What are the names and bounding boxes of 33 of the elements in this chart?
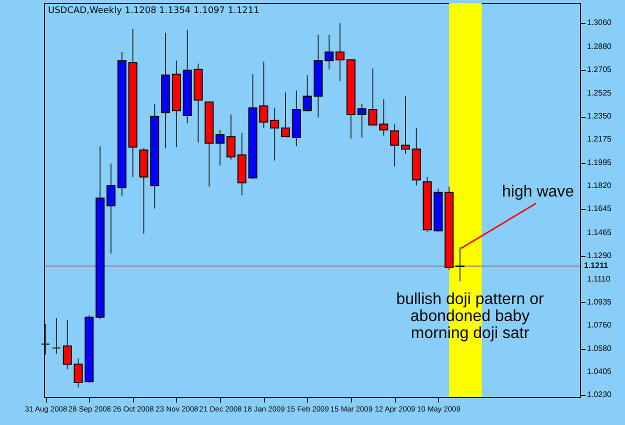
candlestick	[390, 124, 400, 167]
y-tick-label: 1.1995	[587, 158, 612, 168]
candlestick	[456, 246, 465, 282]
candlestick	[324, 34, 334, 70]
candlestick	[52, 318, 61, 354]
candlestick	[357, 103, 366, 138]
y-tick-label: 1.2350	[587, 112, 612, 121]
y-tick-label: 1.1465	[587, 228, 612, 237]
y-tick-label: 1.2525	[587, 88, 612, 98]
candlestick	[336, 22, 345, 82]
y-tick-label: 1.1645	[587, 204, 612, 214]
y-tick-label: 1.2880	[587, 42, 612, 51]
y-tick-label: 1.0760	[587, 320, 612, 330]
candlestick	[281, 92, 290, 138]
candlestick	[400, 96, 410, 154]
y-tick-label: 1.1110	[587, 274, 611, 284]
y-tick-label: 1.0580	[587, 344, 612, 354]
candlestick	[226, 114, 236, 160]
y-tick-label: 1.1820	[587, 181, 612, 190]
annotation: high wave	[502, 183, 574, 200]
candlestick	[62, 320, 72, 370]
y-tick-label: 1.0230	[587, 390, 612, 400]
ref-line-label: 1.1211	[584, 261, 609, 270]
y-tick-label: 1.2175	[587, 134, 612, 144]
candlestick	[270, 107, 280, 162]
y-tick-label: 1.3060	[587, 18, 612, 28]
y-tick-label: 1.2705	[587, 64, 612, 74]
y-tick-label: 1.0405	[587, 367, 612, 376]
candlestick	[106, 163, 116, 254]
candlestick	[216, 129, 225, 166]
chart-title: USDCAD,Weekly 1.1208 1.1354 1.1097 1.1211	[48, 6, 260, 16]
y-tick-label: 1.1290	[587, 250, 612, 260]
y-tick-label: 1.0935	[587, 297, 612, 306]
